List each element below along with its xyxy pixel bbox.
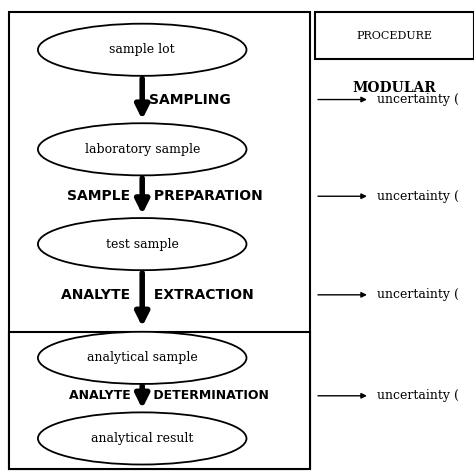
Text: PREPARATION: PREPARATION <box>149 189 263 203</box>
Ellipse shape <box>38 123 246 175</box>
Text: SAMPLING: SAMPLING <box>149 92 231 107</box>
Bar <box>9 12 310 469</box>
Bar <box>315 12 474 59</box>
Ellipse shape <box>38 332 246 384</box>
Bar <box>9 332 310 469</box>
Text: SAMPLE: SAMPLE <box>67 189 135 203</box>
Ellipse shape <box>38 24 246 76</box>
Text: EXTRACTION: EXTRACTION <box>149 288 254 302</box>
Text: PROCEDURE: PROCEDURE <box>356 30 433 41</box>
Text: ANALYTE: ANALYTE <box>69 389 135 402</box>
Text: laboratory sample: laboratory sample <box>84 143 200 156</box>
Text: test sample: test sample <box>106 237 179 251</box>
Text: uncertainty (: uncertainty ( <box>377 190 459 203</box>
Text: uncertainty (: uncertainty ( <box>377 288 459 301</box>
Ellipse shape <box>38 412 246 465</box>
Text: ANALYTE: ANALYTE <box>61 288 135 302</box>
Ellipse shape <box>38 218 246 270</box>
Text: MODULAR: MODULAR <box>353 81 437 95</box>
Text: DETERMINATION: DETERMINATION <box>149 389 269 402</box>
Text: analytical sample: analytical sample <box>87 351 198 365</box>
Text: uncertainty (: uncertainty ( <box>377 389 459 402</box>
Text: sample lot: sample lot <box>109 43 175 56</box>
Text: uncertainty (: uncertainty ( <box>377 93 459 106</box>
Text: analytical result: analytical result <box>91 432 193 445</box>
